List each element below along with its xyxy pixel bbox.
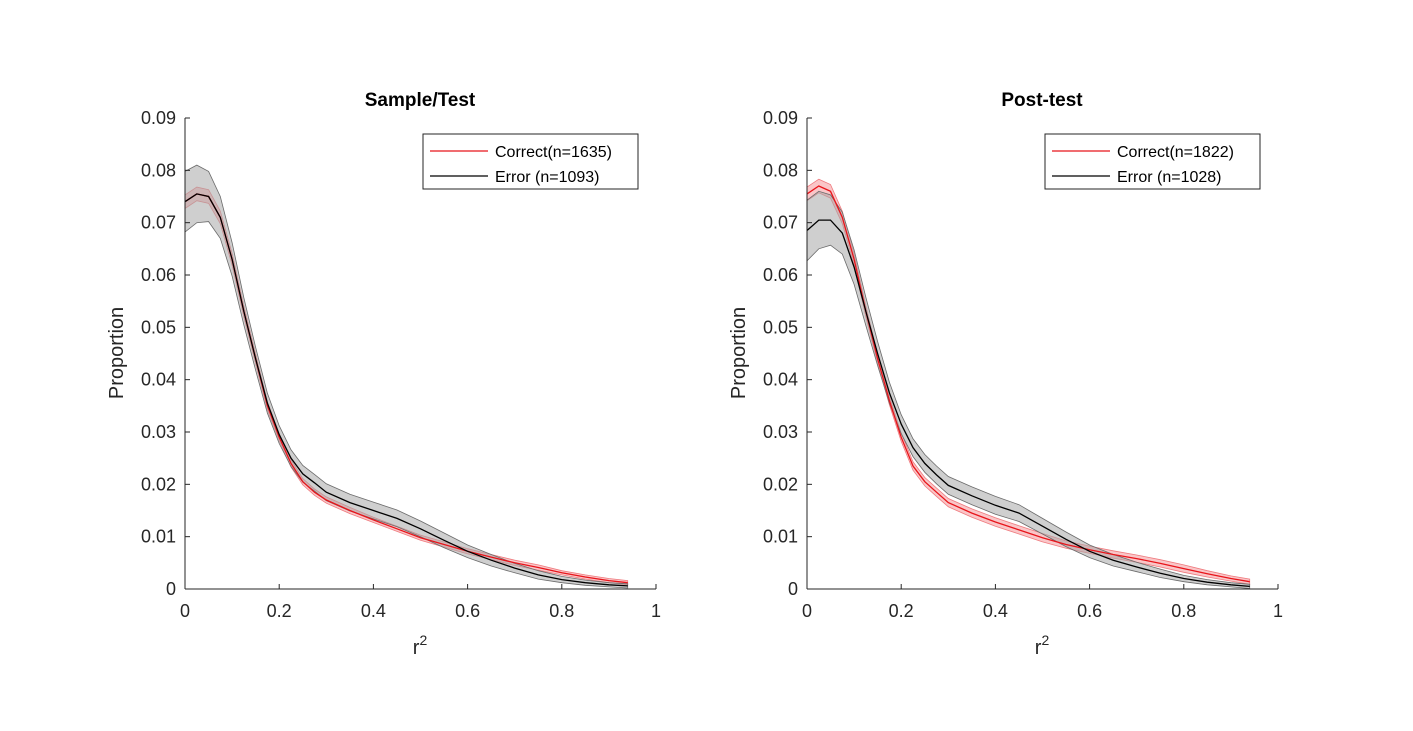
x-tick-label: 0 xyxy=(802,601,812,621)
y-tick-label: 0 xyxy=(166,579,176,599)
y-tick-label: 0 xyxy=(788,579,798,599)
legend: Correct(n=1635) Error (n=1093) xyxy=(422,133,639,190)
x-tick-label: 0.4 xyxy=(983,601,1008,621)
x-axis-label-superscript: 2 xyxy=(1041,632,1049,648)
legend-label-correct: Correct(n=1635) xyxy=(495,144,612,161)
y-tick-label: 0.02 xyxy=(141,474,176,494)
y-axis-label: Proportion xyxy=(106,307,128,399)
legend-box xyxy=(422,133,639,190)
y-tick-label: 0.03 xyxy=(763,422,798,442)
chart-panel-post-test: Post-test 0 0.2 0.4 0.6 0.8 1 0 0.01 0.02 0.03 0.0… xyxy=(728,90,1283,659)
x-axis-label: r2 xyxy=(1035,632,1050,659)
legend: Correct(n=1822) Error (n=1028) xyxy=(1044,133,1261,190)
y-tick-label: 0.07 xyxy=(763,213,798,233)
y-tick-label: 0.04 xyxy=(763,370,798,390)
y-tick-label: 0.04 xyxy=(141,370,176,390)
x-axis-label-base: r xyxy=(413,637,420,659)
legend-label-error: Error (n=1028) xyxy=(1117,169,1222,186)
series-line-error xyxy=(806,219,1250,588)
confidence-band-error xyxy=(184,164,629,589)
x-tick-label: 0.2 xyxy=(889,601,914,621)
x-tick-label: 0.8 xyxy=(549,601,574,621)
x-axis-label: r2 xyxy=(413,632,428,659)
axes: 0 0.2 0.4 0.6 0.8 1 0 0.01 0.02 0.03 0.04 0.05 0.06 0… xyxy=(763,108,1283,621)
y-tick-label: 0.05 xyxy=(141,317,176,337)
plot-area: 0 0.2 0.4 0.6 0.8 1 0 0.01 0.02 0.03 0.04 0.05 0.06 0… xyxy=(763,108,1283,621)
x-tick-label: 1 xyxy=(1273,601,1283,621)
x-tick-label: 0.2 xyxy=(267,601,292,621)
x-tick-label: 1 xyxy=(651,601,661,621)
x-tick-label: 0 xyxy=(180,601,190,621)
series-line-correct xyxy=(806,185,1250,583)
chart-panel-sample-test: Sample/Test 0 0.2 0.4 0.6 0.8 100.010.020.030… xyxy=(106,90,661,659)
series-line-error xyxy=(184,193,628,587)
legend-label-correct: Correct(n=1822) xyxy=(1117,144,1234,161)
chart-title: Post-test xyxy=(1001,90,1083,111)
y-tick-label: 0.01 xyxy=(141,527,176,547)
y-tick-label: 0.06 xyxy=(141,265,176,285)
series-lines xyxy=(806,185,1250,588)
axes: 0 0.2 0.4 0.6 0.8 1 0 0.01 0.02 0.03 0.04 0.05 0.06 0… xyxy=(141,108,661,621)
chart-title: Sample/Test xyxy=(365,90,476,111)
x-tick-label: 0.6 xyxy=(1077,601,1102,621)
y-tick-label: 0.03 xyxy=(141,422,176,442)
x-tick-label: 0.6 xyxy=(455,601,480,621)
legend-label-error: Error (n=1093) xyxy=(495,169,600,186)
y-tick-label: 0.08 xyxy=(141,160,176,180)
series-lines xyxy=(184,193,628,587)
y-tick-label: 0.02 xyxy=(763,474,798,494)
x-axis-label-base: r xyxy=(1035,637,1042,659)
y-tick-label: 0.06 xyxy=(763,265,798,285)
y-tick-label: 0.07 xyxy=(141,213,176,233)
plot-area: 0 0.2 0.4 0.6 0.8 1 0 0.01 0.02 0.03 0.04 0.05 0.06 0… xyxy=(141,108,661,621)
y-tick-label: 0.08 xyxy=(763,160,798,180)
y-axis-label: Proportion xyxy=(728,307,750,399)
y-tick-label: 0.09 xyxy=(141,108,176,128)
y-tick-label: 0.05 xyxy=(763,317,798,337)
x-axis-label-superscript: 2 xyxy=(419,632,427,648)
legend-box xyxy=(1044,133,1261,190)
x-tick-label: 0.4 xyxy=(361,601,386,621)
y-tick-label: 0.09 xyxy=(763,108,798,128)
y-tick-label: 0.01 xyxy=(763,527,798,547)
x-tick-label: 0.8 xyxy=(1171,601,1196,621)
